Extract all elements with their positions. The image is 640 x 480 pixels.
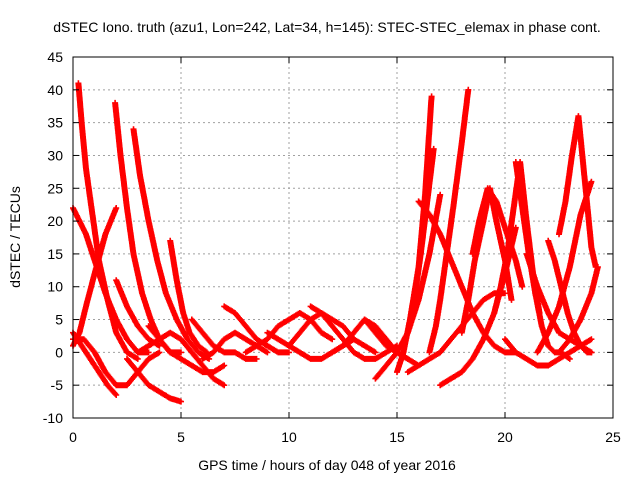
series-markers (242, 310, 336, 356)
series-markers (75, 80, 141, 362)
series-markers (167, 237, 210, 356)
y-tick-label: -5 (51, 377, 64, 393)
x-tick-label: 0 (69, 429, 77, 445)
series-12 (145, 323, 228, 376)
series-32 (512, 159, 573, 362)
series-2 (75, 80, 141, 362)
x-axis-label: GPS time / hours of day 048 of year 2016 (198, 457, 456, 473)
y-tick-label: 40 (47, 82, 63, 98)
y-tick-label: 20 (47, 213, 63, 229)
x-tick-label: 25 (605, 429, 621, 445)
series-9 (124, 355, 184, 405)
series-markers (469, 185, 526, 290)
series-markers (124, 355, 184, 405)
series-markers (394, 93, 435, 376)
series-27 (415, 198, 519, 356)
series-8 (130, 126, 213, 362)
series-markers (556, 113, 599, 270)
y-tick-label: -10 (43, 410, 63, 426)
series-markers (502, 336, 595, 369)
series-11 (167, 237, 210, 356)
series-markers (426, 86, 472, 356)
plot-frame (72, 56, 614, 419)
series-markers (130, 126, 213, 362)
series-30 (469, 185, 526, 290)
series-markers (221, 303, 292, 356)
series-markers (415, 198, 519, 356)
y-tick-label: 45 (47, 49, 63, 65)
series-16 (242, 310, 336, 356)
y-tick-label: 30 (47, 147, 63, 163)
series-14 (199, 329, 271, 362)
series-23 (394, 93, 435, 376)
series-13 (188, 316, 260, 362)
x-tick-label: 20 (497, 429, 513, 445)
series-25 (426, 86, 472, 356)
y-axis-label: dSTEC / TECUs (7, 186, 23, 288)
grid-layer (73, 57, 613, 418)
series-markers (188, 316, 260, 362)
y-tick-label: 25 (47, 180, 63, 196)
y-tick-label: 10 (47, 279, 63, 295)
x-tick-label: 15 (389, 429, 405, 445)
y-tick-label: 15 (47, 246, 63, 262)
series-38 (502, 336, 595, 369)
y-tick-label: 5 (55, 312, 63, 328)
tick-layer: 0 5 10 15 20 25 -10 -5 0 5 10 15 20 25 30 35 40 45 (43, 49, 621, 445)
data-layer (70, 80, 601, 405)
chart-title: dSTEC Iono. truth (azu1, Lon=242, Lat=34… (53, 19, 600, 35)
series-37 (556, 264, 601, 356)
x-tick-label: 10 (281, 429, 297, 445)
series-markers (556, 264, 601, 356)
series-15 (221, 303, 292, 356)
series-markers (145, 323, 228, 376)
series-markers (512, 159, 573, 362)
series-markers (199, 329, 271, 362)
x-tick-label: 5 (177, 429, 185, 445)
y-tick-label: 35 (47, 115, 63, 131)
y-tick-label: 0 (55, 344, 63, 360)
series-36 (556, 113, 599, 270)
